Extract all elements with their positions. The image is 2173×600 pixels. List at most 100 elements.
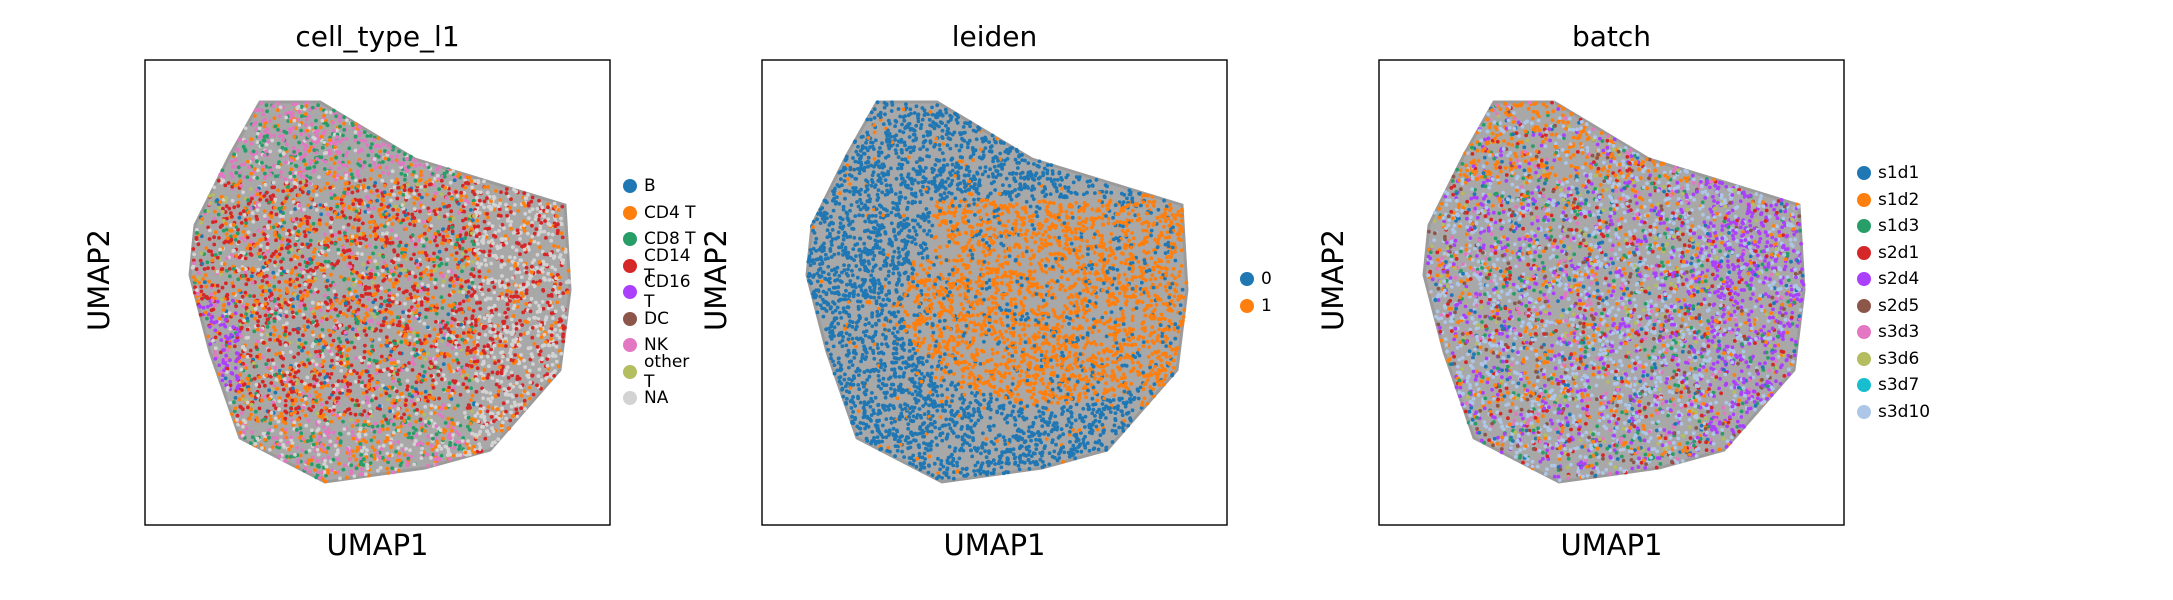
data-point (254, 155, 259, 160)
data-point (384, 240, 389, 245)
data-point (251, 123, 256, 127)
data-point (362, 409, 367, 414)
data-point (390, 466, 394, 471)
data-point (254, 416, 259, 420)
data-point (328, 333, 333, 338)
data-point (231, 325, 236, 330)
data-point (459, 278, 463, 282)
data-point (375, 451, 380, 455)
data-point (412, 402, 417, 406)
data-point (290, 247, 294, 252)
data-point (320, 402, 324, 407)
data-point (405, 216, 409, 221)
data-point (510, 414, 515, 419)
data-point (540, 300, 545, 304)
data-point (535, 252, 540, 257)
data-point (241, 394, 245, 398)
data-point (355, 294, 359, 299)
data-point (495, 244, 499, 249)
data-point (255, 419, 260, 423)
data-point (356, 226, 361, 231)
data-point (245, 246, 250, 251)
data-point (266, 431, 270, 436)
data-point (474, 238, 479, 242)
data-point (325, 378, 330, 382)
data-point (498, 284, 503, 288)
data-point (325, 181, 330, 186)
data-point (417, 238, 421, 243)
data-point (447, 293, 452, 297)
data-point (388, 320, 393, 325)
data-point (436, 373, 441, 377)
data-point (353, 138, 358, 143)
data-point (336, 379, 341, 383)
data-point (233, 396, 238, 400)
data-point (405, 367, 409, 372)
data-point (380, 419, 384, 424)
data-point (338, 350, 343, 355)
data-point (512, 300, 517, 304)
data-point (258, 122, 263, 127)
data-point (303, 282, 308, 287)
data-point (412, 191, 417, 196)
data-point (550, 265, 555, 270)
data-point (472, 444, 476, 449)
data-point (514, 381, 519, 385)
data-point (260, 237, 265, 242)
data-point (303, 466, 308, 471)
data-point (314, 349, 318, 354)
data-point (220, 378, 225, 383)
data-point (466, 298, 471, 303)
data-point (274, 406, 278, 411)
data-point (521, 310, 526, 315)
data-point (415, 197, 420, 201)
data-point (386, 143, 391, 148)
data-point (484, 235, 489, 240)
data-point (259, 293, 264, 297)
data-point (322, 113, 326, 118)
data-point (303, 306, 308, 311)
data-point (465, 294, 469, 299)
data-point (262, 134, 267, 139)
data-point (211, 193, 215, 197)
data-point (304, 104, 309, 108)
data-point (459, 307, 464, 311)
data-point (359, 147, 364, 152)
data-point (432, 411, 437, 415)
data-point (314, 362, 319, 367)
data-point (317, 414, 322, 419)
data-point (267, 435, 271, 440)
data-point (441, 387, 446, 392)
data-point (224, 232, 229, 237)
data-point (285, 321, 289, 326)
data-point (538, 245, 542, 250)
data-point (506, 307, 511, 311)
data-point (556, 248, 560, 253)
data-point (391, 470, 395, 475)
data-point (454, 251, 459, 255)
data-point (404, 192, 409, 196)
data-point (239, 411, 244, 415)
data-point (301, 333, 305, 338)
data-point (220, 168, 225, 173)
data-point (404, 257, 409, 262)
data-point (259, 194, 263, 199)
data-point (345, 238, 350, 243)
data-point (346, 277, 351, 281)
data-point (236, 204, 241, 208)
data-point (432, 251, 436, 256)
data-point (225, 337, 230, 342)
data-point (557, 335, 562, 340)
data-point (421, 374, 426, 379)
data-point (255, 192, 260, 197)
data-point (282, 373, 287, 377)
data-point (417, 162, 422, 167)
data-point (321, 333, 325, 338)
data-point (414, 419, 418, 424)
data-point (276, 296, 281, 301)
data-point (323, 246, 328, 251)
data-point (349, 363, 354, 368)
data-point (347, 248, 352, 253)
data-point (446, 342, 450, 347)
data-point (384, 165, 389, 170)
